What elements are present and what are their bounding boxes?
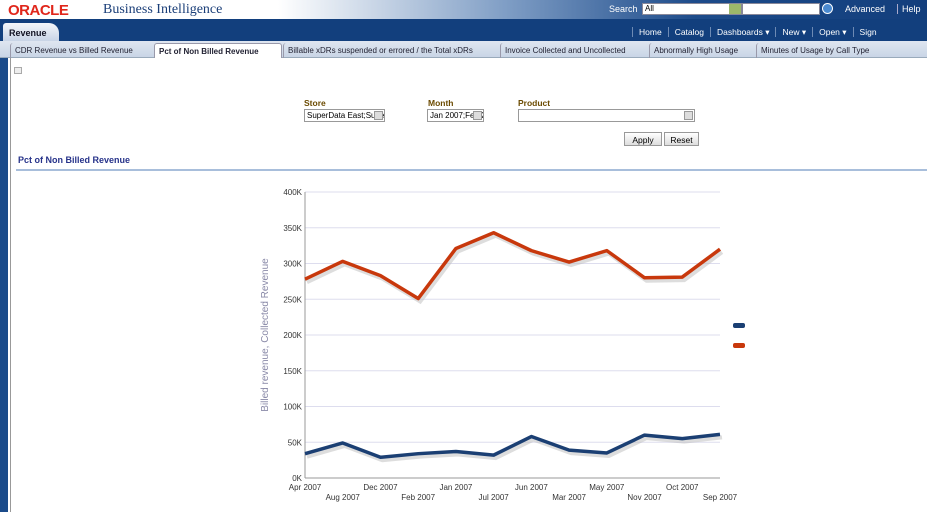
month-select[interactable]: Jan 2007;Feb 2( bbox=[427, 109, 484, 122]
global-nav: Home Catalog Dashboards ▾ New ▾ Open ▾ Sign bbox=[632, 27, 883, 38]
collapse-icon[interactable] bbox=[14, 67, 22, 74]
month-label: Month bbox=[428, 98, 454, 108]
x-tick-label: Mar 2007 bbox=[552, 493, 586, 502]
series-shadow bbox=[306, 233, 724, 305]
divider bbox=[10, 58, 11, 512]
series-line bbox=[304, 231, 722, 301]
dashboard-tab-revenue[interactable]: Revenue bbox=[3, 23, 59, 41]
x-tick-label: Nov 2007 bbox=[627, 493, 662, 502]
y-axis-label: Billed revenue, Collected Revenue bbox=[260, 258, 271, 412]
search-label: Search bbox=[609, 4, 638, 14]
y-tick-label: 150K bbox=[283, 367, 302, 376]
tab-minutes-usage[interactable]: Minutes of Usage by Call Type bbox=[756, 43, 886, 58]
help-menu[interactable]: Help bbox=[897, 4, 921, 14]
series-line bbox=[304, 432, 721, 460]
search-go-icon[interactable] bbox=[822, 3, 833, 14]
chevron-down-icon[interactable] bbox=[374, 111, 383, 120]
x-tick-label: Jan 2007 bbox=[439, 483, 472, 492]
search-input[interactable] bbox=[742, 3, 820, 15]
nav-home[interactable]: Home bbox=[632, 27, 668, 37]
dashboard-bar bbox=[0, 19, 927, 41]
tab-cdr-revenue[interactable]: CDR Revenue vs Billed Revenue bbox=[10, 43, 152, 58]
y-tick-label: 200K bbox=[283, 331, 302, 340]
y-tick-label: 0K bbox=[292, 474, 302, 483]
y-tick-label: 400K bbox=[283, 188, 302, 197]
tab-invoice[interactable]: Invoice Collected and Uncollected bbox=[500, 43, 648, 58]
product-select[interactable] bbox=[518, 109, 695, 122]
product-label: Product bbox=[518, 98, 551, 108]
y-tick-label: 350K bbox=[283, 224, 302, 233]
nav-sign-out[interactable]: Sign bbox=[852, 27, 883, 37]
y-tick-label: 300K bbox=[283, 260, 302, 269]
section-divider bbox=[16, 169, 927, 171]
y-tick-label: 50K bbox=[288, 438, 303, 447]
oracle-logo: ORACLE bbox=[8, 2, 69, 19]
chevron-down-icon[interactable] bbox=[729, 4, 741, 14]
x-tick-label: Jun 2007 bbox=[515, 483, 548, 492]
nav-dashboards[interactable]: Dashboards ▾ bbox=[710, 27, 776, 37]
y-tick-label: 100K bbox=[283, 403, 302, 412]
tab-billable-xdrs[interactable]: Billable xDRs suspended or errored / the… bbox=[283, 43, 499, 58]
x-tick-label: Oct 2007 bbox=[666, 483, 699, 492]
x-tick-label: Feb 2007 bbox=[401, 493, 435, 502]
month-value: Jan 2007;Feb 2( bbox=[430, 111, 484, 120]
product-name: Business Intelligence bbox=[103, 2, 223, 17]
chevron-down-icon[interactable] bbox=[473, 111, 482, 120]
page-tabs: CDR Revenue vs Billed Revenue Pct of Non… bbox=[0, 41, 927, 58]
legend-swatch bbox=[733, 323, 745, 328]
reset-button[interactable]: Reset bbox=[664, 132, 699, 146]
store-select[interactable]: SuperData East;SuperDa bbox=[304, 109, 385, 122]
y-tick-label: 250K bbox=[283, 295, 302, 304]
search-scope-value: All bbox=[645, 4, 654, 13]
apply-button[interactable]: Apply bbox=[624, 132, 662, 146]
advanced-link[interactable]: Advanced bbox=[845, 4, 886, 14]
x-tick-label: Sep 2007 bbox=[703, 493, 738, 502]
x-tick-label: May 2007 bbox=[589, 483, 625, 492]
store-value: SuperData East;SuperDa bbox=[307, 111, 384, 120]
x-tick-label: Aug 2007 bbox=[326, 493, 361, 502]
nav-catalog[interactable]: Catalog bbox=[667, 27, 710, 37]
x-tick-label: Jul 2007 bbox=[479, 493, 510, 502]
section-title: Pct of Non Billed Revenue bbox=[18, 155, 131, 165]
nav-new[interactable]: New ▾ bbox=[775, 27, 813, 37]
store-label: Store bbox=[304, 98, 326, 108]
search-scope-select[interactable]: All bbox=[642, 3, 742, 15]
x-tick-label: Dec 2007 bbox=[363, 483, 398, 492]
series-shadow bbox=[306, 435, 723, 463]
tab-high-usage[interactable]: Abnormally High Usage bbox=[649, 43, 755, 58]
legend-swatch bbox=[733, 343, 745, 348]
sidebar-strip bbox=[0, 58, 8, 512]
tab-pct-non-billed[interactable]: Pct of Non Billed Revenue bbox=[154, 43, 282, 58]
chevron-down-icon[interactable] bbox=[684, 111, 693, 120]
header-bar: ORACLE Business Intelligence Search All … bbox=[0, 0, 927, 19]
x-tick-label: Apr 2007 bbox=[289, 483, 322, 492]
nav-open[interactable]: Open ▾ bbox=[812, 27, 853, 37]
